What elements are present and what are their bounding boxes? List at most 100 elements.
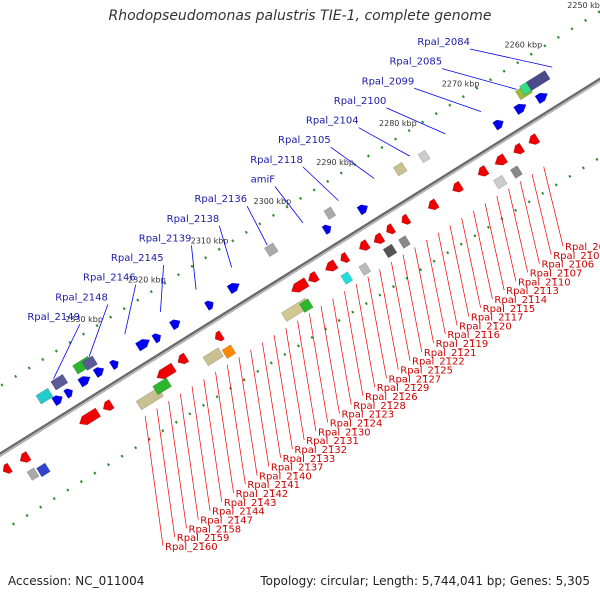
- label-leader-line: [168, 401, 187, 529]
- gene-label-forward: Rpal_2138: [167, 214, 220, 225]
- gene-label-reverse: Rpal_2115: [483, 304, 536, 315]
- label-leader-line: [508, 188, 529, 273]
- kbp-tick-label: 2260 kbp: [505, 40, 543, 49]
- label-leader-line: [273, 335, 293, 449]
- forward-gene-feature: [321, 224, 332, 235]
- reverse-gene-feature: [221, 344, 237, 359]
- forward-gene-feature: [323, 206, 337, 220]
- label-leader-line: [367, 276, 387, 379]
- kbp-tick-label: 2250 kbp: [567, 1, 600, 10]
- gene-label-reverse: Rpal_2125: [400, 366, 453, 377]
- label-leader-line: [390, 261, 411, 361]
- reverse-gene-feature: [382, 243, 398, 259]
- label-leader-line: [191, 245, 197, 290]
- gene-label-reverse: Rpal_2106: [541, 260, 594, 271]
- label-leader-line: [379, 269, 399, 370]
- gene-label-reverse: Rpal_2129: [377, 383, 430, 394]
- forward-gene-feature: [417, 149, 431, 164]
- reverse-gene-feature: [202, 347, 224, 367]
- label-leader-line: [402, 254, 423, 352]
- forward-gene-feature: [513, 103, 527, 116]
- kbp-tick-label: 2270 kbp: [442, 80, 480, 89]
- label-leader-line: [124, 284, 137, 335]
- reverse-gene-feature: [493, 174, 508, 190]
- reverse-gene-feature: [358, 262, 372, 276]
- gene-label-reverse: Rpal_2143: [224, 498, 277, 509]
- gene-label-reverse: Rpal_2132: [294, 445, 347, 456]
- label-leader-line: [484, 203, 505, 291]
- gene-label-reverse: Rpal_2107: [530, 268, 583, 279]
- gene-label-reverse: Rpal_2133: [283, 454, 336, 465]
- reverse-gene-feature: [477, 164, 490, 177]
- reverse-gene-feature: [299, 298, 314, 313]
- label-leader-line: [274, 186, 304, 224]
- label-leader-line: [246, 205, 268, 246]
- label-leader-line: [156, 408, 176, 538]
- forward-gene-feature: [226, 282, 240, 295]
- kbp-tick-label: 2300 kbp: [254, 197, 292, 206]
- gene-label-forward: Rpal_2146: [83, 273, 136, 284]
- label-leader-line: [218, 225, 233, 268]
- forward-gene-feature: [203, 300, 214, 311]
- reverse-gene-feature: [2, 462, 13, 474]
- gene-label-reverse: Rpal_2123: [341, 410, 394, 421]
- label-leader-line: [469, 48, 553, 68]
- reverse-gene-feature: [214, 330, 225, 342]
- label-leader-line: [191, 386, 211, 511]
- forward-gene-feature: [492, 119, 504, 131]
- forward-gene-feature: [77, 376, 91, 388]
- genome-backbone: [0, 77, 600, 457]
- gene-label-reverse: Rpal_2113: [506, 286, 559, 297]
- forward-gene-feature: [356, 204, 369, 216]
- label-leader-line: [320, 305, 340, 414]
- gene-label-reverse: Rpal_2098: [565, 242, 600, 253]
- forward-gene-feature: [135, 339, 150, 352]
- label-leader-line: [332, 298, 352, 405]
- reverse-gene-feature: [340, 271, 354, 285]
- reverse-gene-feature: [401, 213, 412, 225]
- label-leader-line: [426, 239, 446, 335]
- map-title: Rhodopseudomonas palustris TIE-1, comple…: [108, 8, 492, 24]
- forward-gene-feature: [81, 355, 98, 371]
- forward-gene-feature: [35, 387, 54, 405]
- gene-label-reverse: Rpal_2127: [389, 374, 442, 385]
- reverse-gene-feature: [494, 153, 509, 166]
- reverse-gene-feature: [386, 223, 397, 235]
- label-leader-line: [531, 173, 552, 255]
- label-leader-line: [297, 320, 317, 432]
- gene-label-forward: Rpal_2104: [306, 116, 359, 127]
- label-leader-line: [215, 371, 234, 494]
- label-leader-line: [330, 146, 375, 179]
- label-leader-line: [358, 127, 410, 157]
- reverse-gene-feature: [79, 407, 102, 426]
- gene-label-reverse: Rpal_2144: [212, 507, 265, 518]
- gene-label-reverse: Rpal_2119: [436, 339, 489, 350]
- reverse-gene-feature: [358, 239, 371, 251]
- gene-label-reverse: Rpal_2128: [353, 401, 406, 412]
- reverse-gene-feature: [528, 133, 541, 145]
- label-leader-line: [250, 349, 270, 467]
- label-leader-line: [386, 107, 446, 135]
- genome-backbone: [0, 79, 600, 457]
- label-leader-line: [144, 415, 164, 547]
- gene-label-forward: Rpal_2136: [194, 194, 247, 205]
- gene-label-reverse: Rpal_2121: [424, 348, 477, 359]
- reverse-gene-feature: [102, 399, 115, 411]
- reverse-gene-feature: [308, 270, 320, 283]
- gene-label-reverse: Rpal_2122: [412, 357, 465, 368]
- gene-label-reverse: Rpal_2131: [306, 436, 359, 447]
- reverse-gene-feature: [513, 142, 526, 155]
- reverse-gene-feature: [135, 387, 164, 411]
- label-leader-line: [543, 166, 564, 247]
- label-leader-line: [285, 327, 305, 441]
- gene-label-forward: Rpal_2105: [278, 135, 331, 146]
- label-leader-line: [414, 247, 434, 344]
- gene-label-reverse: Rpal_2141: [247, 480, 300, 491]
- label-leader-line: [308, 313, 329, 423]
- gene-label-reverse: Rpal_2147: [200, 516, 253, 527]
- reverse-gene-feature: [291, 277, 310, 293]
- label-leader-line: [53, 323, 81, 379]
- gene-label-forward: Rpal_2139: [139, 233, 192, 244]
- forward-gene-feature: [92, 367, 105, 378]
- label-leader-line: [88, 304, 109, 357]
